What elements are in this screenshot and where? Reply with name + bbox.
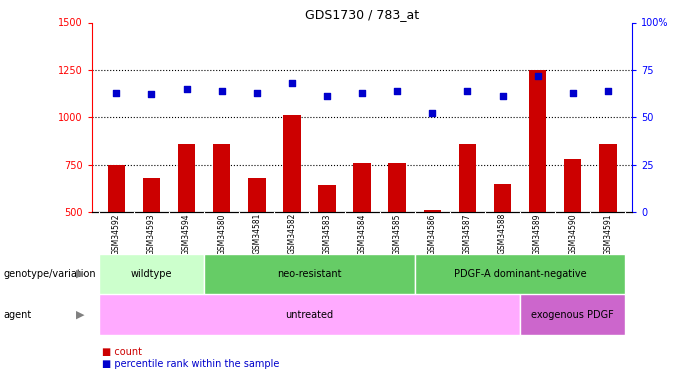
Point [427,110,438,116]
Text: agent: agent [3,310,32,320]
Bar [564,159,581,307]
Text: genotype/variation: genotype/variation [3,269,96,279]
Bar [494,184,511,307]
Text: GSM34590: GSM34590 [568,213,577,255]
Text: untreated: untreated [286,310,333,320]
Text: wildtype: wildtype [131,269,172,279]
Point [216,88,227,94]
Point [146,92,157,98]
Point [111,90,122,96]
Bar [99,294,520,335]
Text: GSM34589: GSM34589 [533,213,542,255]
Bar [458,144,476,307]
Bar [99,254,204,294]
Point [532,72,543,78]
Bar [283,115,301,307]
Text: GSM34581: GSM34581 [252,213,261,255]
Bar [248,178,266,307]
Bar [177,144,195,307]
Text: PDGF-A dominant-negative: PDGF-A dominant-negative [454,269,586,279]
Bar [107,165,125,307]
Point [602,88,613,94]
Text: GSM34594: GSM34594 [182,213,191,255]
Text: exogenous PDGF: exogenous PDGF [531,310,614,320]
Point [356,90,367,96]
Text: ■ percentile rank within the sample: ■ percentile rank within the sample [102,359,279,369]
Text: GSM34585: GSM34585 [393,213,402,255]
Bar [520,294,626,335]
Point [322,93,333,99]
Point [252,90,262,96]
Bar [424,210,441,307]
Point [181,86,192,92]
Text: GSM34588: GSM34588 [498,213,507,255]
Text: ▶: ▶ [76,269,84,279]
Text: GSM34580: GSM34580 [217,213,226,255]
Text: ▶: ▶ [76,310,84,320]
Point [462,88,473,94]
Bar [204,254,415,294]
Point [392,88,403,94]
Text: ■ count: ■ count [102,348,142,357]
Text: GSM34587: GSM34587 [463,213,472,255]
Bar [529,70,547,307]
Bar [388,163,406,307]
Title: GDS1730 / 783_at: GDS1730 / 783_at [305,8,419,21]
Text: neo-resistant: neo-resistant [277,269,341,279]
Bar [213,144,231,307]
Bar [318,185,336,307]
Text: GSM34582: GSM34582 [288,213,296,255]
Bar [143,178,160,307]
Point [567,90,578,96]
Text: GSM34583: GSM34583 [322,213,331,255]
Bar [599,144,617,307]
Text: GSM34591: GSM34591 [603,213,612,255]
Bar [354,163,371,307]
Text: GSM34592: GSM34592 [112,213,121,255]
Bar [415,254,626,294]
Text: GSM34584: GSM34584 [358,213,367,255]
Text: GSM34593: GSM34593 [147,213,156,255]
Point [497,93,508,99]
Point [286,80,297,86]
Text: GSM34586: GSM34586 [428,213,437,255]
